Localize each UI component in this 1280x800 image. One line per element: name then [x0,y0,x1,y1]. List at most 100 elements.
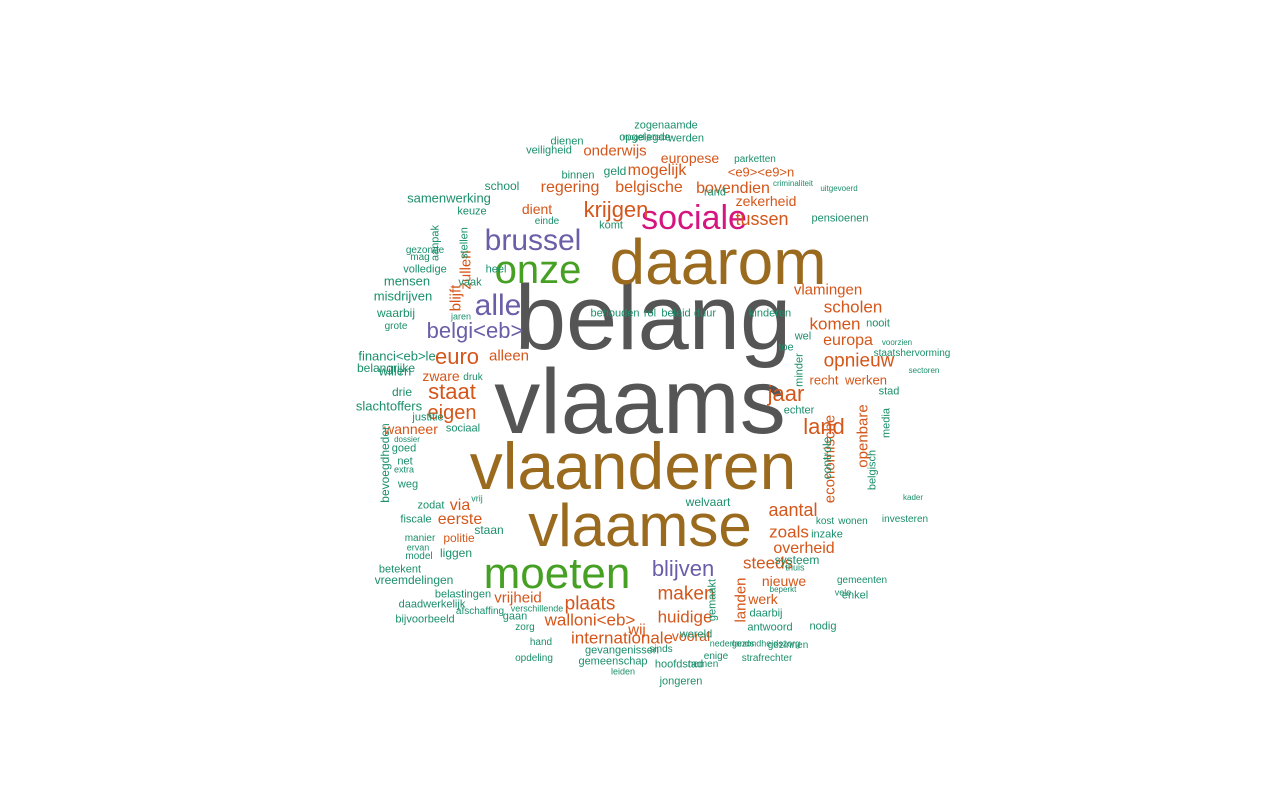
word-misdrijven: misdrijven [373,288,433,304]
word-steeds: steeds [742,553,794,573]
word-hand: hand [529,637,553,648]
word-walloni-eb: walloni<eb> [544,610,636,630]
word-fiscale: fiscale [400,513,432,526]
word-vlaamse: vlaamse [528,492,752,559]
word-rand: rand [703,186,727,199]
word-wonen: wonen [838,516,868,527]
word-staan: staan [474,523,504,537]
word-kader: kader [902,493,924,502]
word-financi-eb-le: financi<eb>le [358,348,436,364]
word-via: via [449,497,471,514]
word-euro: euro [434,344,480,369]
word-belgisch: belgisch [866,449,879,491]
word-vlaanderen: vlaanderen [469,429,797,503]
word-liggen: liggen [439,546,473,560]
word-volledige: volledige [403,263,447,276]
word-manier: manier [404,533,436,544]
word-sociale: sociale [641,199,747,237]
word-zogenaamde: zogenaamde [634,119,698,132]
word-belastingen: belastingen [434,588,492,601]
word-blijven: blijven [651,556,715,581]
word-inzake: inzake [811,528,843,541]
word-sectoren: sectoren [908,366,940,375]
word-toe: toe [778,341,794,354]
word-onze: onze [494,248,582,292]
word-sociaal: sociaal [445,422,481,435]
word-vaak: vaak [458,276,482,289]
word-jongeren: jongeren [659,675,703,688]
word-net: net [397,455,413,468]
word-alle: alle [474,289,522,322]
word-willen: willen [378,363,412,379]
word-land: land [803,414,845,439]
word-gemeenten: gemeenten [836,575,888,586]
word-antwoord: antwoord [747,621,793,634]
word-belgische: belgische [615,179,683,196]
word-moeten: moeten [483,549,631,598]
word-keuze: keuze [457,205,487,218]
word-overheid: overheid [773,540,835,557]
word-ervan: ervan [406,542,430,553]
word-werken: werken [845,372,887,388]
word-mogelijkheid: mogelijkheid [622,133,668,142]
word-sinds: sinds [649,644,673,655]
word-school: school [484,179,520,193]
word-samenwerking: samenwerking [407,190,491,206]
word-behouden: behouden [590,307,640,320]
word-minder: minder [793,353,806,387]
word-jaar: jaar [767,381,805,406]
word-recht: recht [809,372,839,388]
word-zoals: zoals [769,522,809,542]
word-maken: maken [657,583,715,605]
word-eerste: eerste [437,511,483,528]
word-stad: stad [878,385,900,398]
word-wel: wel [794,330,812,343]
word-voorzien: voorzien [881,338,913,347]
word-europa: europa [823,332,873,349]
word-dienen: dienen [550,135,584,148]
word-kost: kost [815,516,835,527]
word-zodat: zodat [417,499,445,512]
word-bijvoorbeeld: bijvoorbeeld [395,613,455,626]
word-model: model [405,551,433,562]
word-enkel: enkel [841,589,869,602]
word-criminaliteit: criminaliteit [772,179,814,188]
word-komen: komen [809,314,861,334]
word-vooral: vooral [671,628,711,644]
word-mogelijk: mogelijk [627,162,687,179]
word-nooit: nooit [866,317,890,330]
word-plaats: plaats [564,593,616,615]
word-stellen: stellen [458,227,471,259]
word-betekent: betekent [378,563,422,576]
word-politie: politie [443,531,475,545]
word-vrijheid: vrijheid [494,589,542,607]
word-pensioenen: pensioenen [811,212,869,225]
word-vele: vele [834,587,852,598]
word-veiligheid: veiligheid [526,144,572,157]
word-controle: controle [820,436,834,480]
word-staatshervorming: staatshervorming [873,348,951,359]
word-echter: echter [783,404,815,417]
word-europese: europese [660,150,720,166]
word-jaren: jaren [450,311,472,322]
word-werden: werden [667,132,705,145]
word-slachtoffers: slachtoffers [355,398,423,414]
word-eigen: eigen [427,402,477,424]
word-krijgen: krijgen [583,197,649,222]
word-opdeling: opdeling [515,653,553,664]
word-internationale: internationale [570,628,674,648]
word-leiden: leiden [610,666,636,677]
word-grote: grote [384,321,408,332]
word-strafrechter: strafrechter [741,653,793,664]
word-gezinnen: gezinnen [767,640,809,651]
word-daarbij: daarbij [749,607,783,620]
word-wanneer: wanneer [384,421,438,437]
word-gaan: gaan [502,610,528,623]
word-dossier: dossier [394,435,420,444]
word-bovendien: bovendien [696,180,770,197]
word-waarbij: waarbij [376,306,416,320]
word-staat: staat [428,379,476,404]
word-belangrijke: belangrijke [356,361,416,375]
word-geld: geld [603,164,627,178]
